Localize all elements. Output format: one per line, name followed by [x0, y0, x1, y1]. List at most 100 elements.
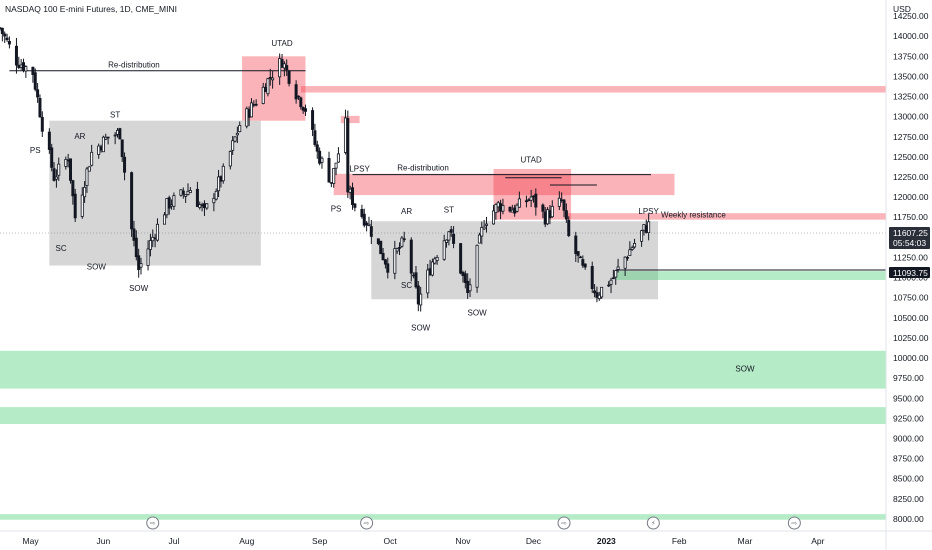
candle-body — [69, 158, 73, 181]
candle-body — [640, 230, 644, 242]
candle-body — [541, 204, 545, 212]
candle-body — [480, 227, 484, 237]
arrow-right-circle-icon[interactable]: ⇨ — [787, 516, 801, 530]
candle-body — [320, 157, 324, 163]
candle-body — [428, 268, 432, 276]
x-tick-label: Mar — [738, 536, 753, 546]
candle-body — [445, 239, 449, 243]
candle-body — [351, 187, 355, 205]
annotation-sc: SC — [56, 244, 67, 253]
candle-body — [435, 256, 439, 261]
candle-body — [271, 77, 275, 81]
svg-text:⚡: ⚡ — [651, 520, 656, 528]
candle-body — [202, 203, 206, 209]
y-tick-label: 10750.00 — [893, 293, 929, 303]
annotation-st: ST — [110, 110, 120, 119]
candle-body — [590, 266, 594, 290]
candle-body — [184, 194, 188, 197]
candle-body — [186, 190, 190, 195]
annotation-lpsy: LPSY — [349, 164, 370, 173]
arrow-right-circle-icon[interactable]: ⇨ — [146, 516, 160, 530]
annotation-sow: SOW — [87, 263, 107, 272]
candle-body — [409, 239, 413, 274]
candle-body — [151, 236, 155, 242]
candle-body — [238, 125, 242, 133]
candle-body — [362, 213, 366, 226]
candle-body — [466, 280, 470, 293]
candle-body — [398, 247, 402, 249]
candle-body — [280, 59, 284, 68]
candle-body — [14, 45, 18, 66]
level-price-badge: 11093.75 — [889, 267, 930, 278]
candle-body — [188, 190, 192, 194]
candle-body — [311, 110, 315, 130]
candle-body — [430, 261, 434, 276]
candle-body — [477, 234, 481, 244]
arrow-right-circle-icon[interactable]: ⇨ — [557, 516, 571, 530]
candle-body — [296, 95, 300, 98]
candle-body — [66, 159, 70, 162]
candle-body — [155, 223, 159, 241]
candle-body — [19, 64, 23, 68]
candle-body — [383, 259, 387, 265]
y-tick-label: 8500.00 — [893, 474, 924, 484]
y-tick-label: 9250.00 — [893, 413, 924, 423]
zones-layer — [0, 56, 886, 520]
y-tick-label: 8750.00 — [893, 454, 924, 464]
candle-body — [593, 290, 597, 294]
chart-title: NASDAQ 100 E-mini Futures, 1D, CME_MINI — [5, 4, 177, 14]
lightning-circle-icon[interactable]: ⚡ — [646, 516, 660, 530]
candle-body — [517, 198, 521, 208]
candle-body — [529, 196, 533, 201]
candle-body — [104, 136, 108, 140]
candle-body — [235, 132, 239, 136]
candle-body — [616, 266, 620, 270]
annotation-ps: PS — [331, 205, 342, 214]
annotation-ar: AR — [74, 132, 85, 141]
candle-body — [381, 253, 385, 261]
candle-body — [426, 269, 430, 294]
candle-body — [36, 89, 40, 98]
candle-body — [461, 272, 465, 276]
candle-body — [264, 86, 268, 93]
candle-body — [294, 84, 298, 100]
x-tick-label: Aug — [239, 536, 254, 546]
time-scale[interactable]: May Jun Jul Aug Sep Oct Nov Dec 2023 Feb Mar Apr — [23, 536, 825, 546]
candle-body — [484, 223, 488, 226]
candle-body — [334, 162, 338, 169]
candle-body — [195, 188, 199, 207]
arrow-right-circle-icon[interactable]: ⇨ — [360, 516, 374, 530]
candle-body — [400, 237, 404, 247]
candle-body — [499, 203, 503, 212]
candle-body — [181, 190, 185, 195]
candle-body — [607, 284, 611, 287]
candle-body — [595, 292, 599, 298]
annotation-re-distribution: Re-distribution — [397, 164, 449, 173]
candle-body — [205, 203, 209, 209]
candle-body — [597, 294, 601, 300]
candle-body — [600, 286, 604, 298]
annotation-sow: SOW — [411, 324, 431, 333]
candle-body — [447, 231, 451, 241]
y-tick-label: 12000.00 — [893, 192, 929, 202]
y-tick-label: 13000.00 — [893, 112, 929, 122]
candle-body — [313, 130, 317, 145]
candle-body — [546, 209, 550, 225]
candle-body — [482, 226, 486, 230]
candle-body — [534, 193, 538, 208]
candle-body — [249, 102, 253, 118]
candle-body — [261, 86, 265, 104]
candle-body — [412, 274, 416, 277]
x-tick-label: Sep — [312, 536, 327, 546]
candle-body — [365, 222, 369, 226]
candle-body — [228, 151, 232, 167]
candle-body — [252, 104, 256, 106]
candle-body — [97, 145, 101, 155]
candle-body — [83, 186, 87, 198]
candle-body — [217, 176, 221, 192]
annotation-re-distribution: Re-distribution — [108, 61, 160, 70]
y-tick-label: 12250.00 — [893, 172, 929, 182]
candle-body — [402, 238, 406, 241]
candle-body — [118, 128, 122, 140]
